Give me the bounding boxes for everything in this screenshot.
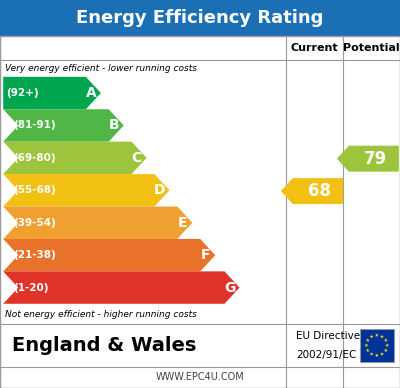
Text: England & Wales: England & Wales: [12, 336, 196, 355]
Polygon shape: [3, 77, 101, 109]
Polygon shape: [370, 335, 374, 338]
Polygon shape: [370, 352, 374, 355]
Text: WWW.EPC4U.COM: WWW.EPC4U.COM: [156, 372, 244, 382]
Polygon shape: [3, 109, 124, 142]
Text: A: A: [86, 86, 96, 100]
Polygon shape: [3, 271, 240, 304]
Polygon shape: [366, 338, 370, 342]
Text: (81-91): (81-91): [14, 120, 56, 130]
Text: E: E: [178, 216, 187, 230]
Text: EU Directive: EU Directive: [296, 331, 360, 341]
Text: 2002/91/EC: 2002/91/EC: [296, 350, 356, 360]
Polygon shape: [3, 206, 192, 239]
Bar: [360, 329, 394, 362]
Text: B: B: [109, 118, 119, 132]
Text: G: G: [224, 281, 236, 294]
Polygon shape: [385, 343, 389, 347]
Text: C: C: [132, 151, 142, 165]
Polygon shape: [366, 348, 370, 352]
Polygon shape: [3, 142, 147, 174]
Polygon shape: [3, 239, 215, 271]
Text: Potential: Potential: [343, 43, 400, 53]
Polygon shape: [384, 338, 388, 342]
Polygon shape: [3, 174, 170, 206]
Text: (92+): (92+): [6, 88, 39, 98]
Text: Current: Current: [291, 43, 338, 53]
Polygon shape: [375, 333, 379, 337]
Polygon shape: [380, 335, 384, 338]
Text: 68: 68: [308, 182, 331, 200]
Text: D: D: [154, 183, 166, 197]
Polygon shape: [364, 343, 368, 347]
Polygon shape: [281, 178, 343, 204]
Text: (55-68): (55-68): [14, 185, 56, 195]
Polygon shape: [384, 348, 388, 352]
Polygon shape: [375, 353, 379, 357]
Text: 79: 79: [364, 150, 387, 168]
Text: (39-54): (39-54): [14, 218, 56, 228]
Polygon shape: [380, 352, 384, 355]
Text: (1-20): (1-20): [14, 282, 49, 293]
Text: (21-38): (21-38): [14, 250, 56, 260]
Polygon shape: [337, 146, 399, 171]
Text: Very energy efficient - lower running costs: Very energy efficient - lower running co…: [5, 64, 197, 73]
Text: Energy Efficiency Rating: Energy Efficiency Rating: [76, 9, 324, 27]
Bar: [0, 0, 400, 36]
Text: Not energy efficient - higher running costs: Not energy efficient - higher running co…: [5, 310, 197, 319]
Text: F: F: [201, 248, 210, 262]
Text: (69-80): (69-80): [14, 153, 56, 163]
